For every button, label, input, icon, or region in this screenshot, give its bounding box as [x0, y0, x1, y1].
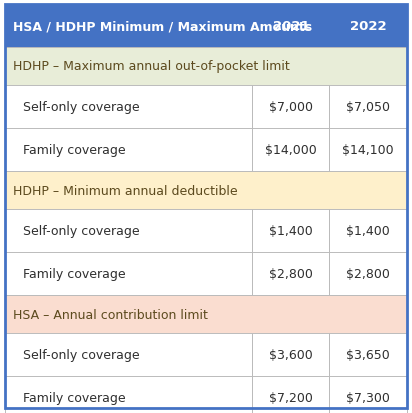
- Bar: [252, 252, 330, 296]
- Bar: [252, 376, 330, 413]
- Text: $14,100: $14,100: [342, 144, 394, 157]
- Text: $3,600: $3,600: [269, 348, 313, 361]
- Bar: [5, 48, 407, 85]
- Bar: [5, 85, 252, 129]
- Text: Family coverage: Family coverage: [23, 268, 126, 280]
- Text: $2,800: $2,800: [346, 268, 390, 280]
- Text: 2021: 2021: [272, 20, 309, 33]
- Bar: [252, 85, 330, 129]
- Bar: [5, 376, 252, 413]
- Text: $7,300: $7,300: [346, 391, 390, 404]
- Bar: [330, 209, 407, 252]
- Bar: [252, 5, 330, 48]
- Bar: [5, 5, 252, 48]
- Text: $14,000: $14,000: [265, 144, 317, 157]
- Bar: [330, 376, 407, 413]
- Text: Family coverage: Family coverage: [23, 391, 126, 404]
- Bar: [5, 252, 252, 296]
- Bar: [252, 209, 330, 252]
- Text: Self-only coverage: Self-only coverage: [23, 348, 140, 361]
- Bar: [5, 172, 407, 209]
- Text: $7,050: $7,050: [346, 101, 390, 114]
- Bar: [5, 209, 252, 252]
- Text: 2022: 2022: [350, 20, 386, 33]
- Text: Self-only coverage: Self-only coverage: [23, 224, 140, 237]
- Bar: [330, 129, 407, 172]
- Text: $7,000: $7,000: [269, 101, 313, 114]
- Text: $1,400: $1,400: [346, 224, 390, 237]
- Text: HDHP – Maximum annual out-of-pocket limit: HDHP – Maximum annual out-of-pocket limi…: [13, 60, 290, 73]
- Bar: [5, 296, 407, 333]
- Bar: [330, 252, 407, 296]
- Text: $3,650: $3,650: [346, 348, 390, 361]
- Bar: [252, 129, 330, 172]
- Text: HSA – Annual contribution limit: HSA – Annual contribution limit: [13, 308, 208, 321]
- Bar: [330, 333, 407, 376]
- Text: HDHP – Minimum annual deductible: HDHP – Minimum annual deductible: [13, 184, 238, 197]
- Bar: [330, 85, 407, 129]
- Bar: [5, 129, 252, 172]
- Text: Self-only coverage: Self-only coverage: [23, 101, 140, 114]
- Text: Family coverage: Family coverage: [23, 144, 126, 157]
- Bar: [330, 5, 407, 48]
- Text: $7,200: $7,200: [269, 391, 313, 404]
- Bar: [5, 333, 252, 376]
- Text: $1,400: $1,400: [269, 224, 313, 237]
- Text: $2,800: $2,800: [269, 268, 313, 280]
- Bar: [252, 333, 330, 376]
- Text: HSA / HDHP Minimum / Maximum Amounts: HSA / HDHP Minimum / Maximum Amounts: [13, 20, 312, 33]
